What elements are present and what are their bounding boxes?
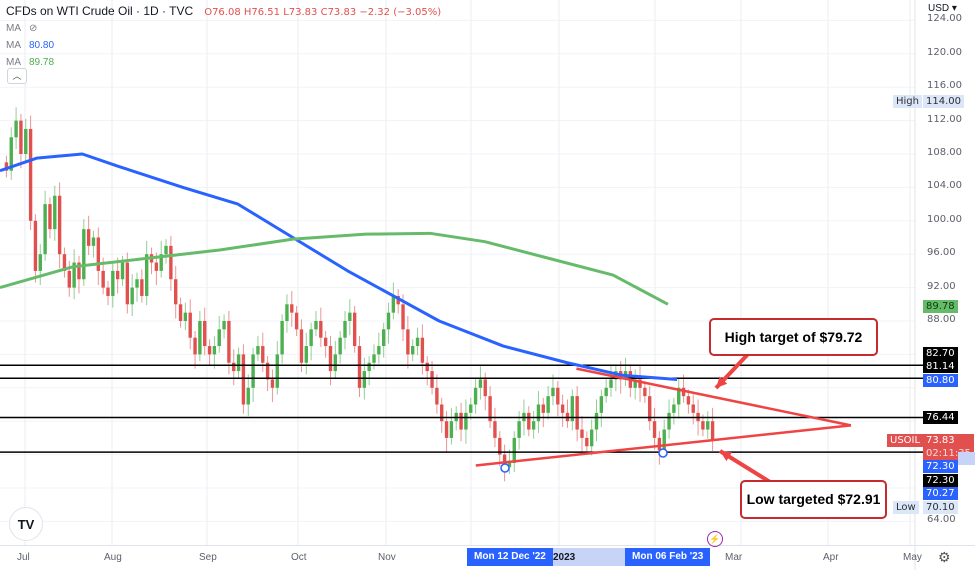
y-tick: 112.00 <box>927 113 962 125</box>
x-tick-jul: Jul <box>17 552 30 563</box>
collapse-legend-button[interactable]: ︿ <box>7 68 27 84</box>
level-tag-82-70: 82.70 <box>923 347 958 360</box>
y-tick: 100.00 <box>927 213 962 225</box>
y-tick: 96.00 <box>927 247 956 259</box>
symbol-tag: USOIL <box>887 434 924 447</box>
chart-legend: CFDs on WTI Crude Oil · 1D · TVC O76.08 … <box>6 4 441 69</box>
time-axis-border <box>0 545 975 546</box>
x-tick-apr: Apr <box>823 552 839 563</box>
tradingview-logo[interactable]: TV <box>9 507 43 541</box>
x-selected-date-2: Mon 06 Feb '23 <box>625 548 711 566</box>
x-tick-2023: 2023 <box>553 552 576 563</box>
y-tick: 120.00 <box>927 46 962 58</box>
y-tick: 88.00 <box>927 314 956 325</box>
y-tick: 64.00 <box>927 514 956 526</box>
currency-selector[interactable]: USD ▾ <box>928 3 957 14</box>
y-tick: 104.00 <box>927 180 962 192</box>
chevron-up-icon: ︿ <box>12 71 22 81</box>
level-tag-76-44: 76.44 <box>923 411 958 424</box>
gear-icon[interactable]: ⚙ <box>938 549 951 565</box>
x-tick-mar: Mar <box>725 552 743 563</box>
x-tick-oct: Oct <box>291 552 307 563</box>
level-tag-81-14: 81.14 <box>923 360 958 373</box>
bar-countdown: 02:11:35 <box>926 448 971 459</box>
high-label: High <box>893 95 922 108</box>
ma-row-slow[interactable]: MA 89.78 <box>6 57 55 68</box>
ma-row-fast[interactable]: MA 80.80 <box>6 40 55 51</box>
eye-off-icon[interactable]: ⊘ <box>29 23 38 34</box>
selected-low-tag: 72.30 <box>923 460 958 473</box>
range-highlight <box>958 452 975 465</box>
y-tick: 124.00 <box>927 13 962 25</box>
symbol-title[interactable]: CFDs on WTI Crude Oil · 1D · TVC <box>6 4 194 18</box>
ma-slow-value: 89.78 <box>29 57 55 68</box>
x-tick-nov: Nov <box>378 552 396 563</box>
x-tick-aug: Aug <box>104 552 122 563</box>
selected-low-tag-2: 70.27 <box>923 487 958 500</box>
y-tick: 116.00 <box>927 80 962 92</box>
ma-fast-tag: 80.80 <box>923 374 958 387</box>
ma-row-hidden[interactable]: MA ⊘ <box>6 23 38 34</box>
ohlc-values: O76.08 H76.51 L73.83 C73.83 −2.32 (−3.05… <box>204 7 442 18</box>
ma-fast-value: 80.80 <box>29 40 55 51</box>
x-selected-date-1: Mon 12 Dec '22 <box>467 548 553 566</box>
high-value-tag: 114.00 <box>923 95 964 108</box>
low-label: Low <box>893 501 919 514</box>
low-value-tag: 70.10 <box>923 501 958 514</box>
x-tick-sep: Sep <box>199 552 217 563</box>
low-target-callout[interactable]: Low targeted $72.91 <box>740 480 887 519</box>
y-tick: 108.00 <box>927 147 962 158</box>
x-tick-may: May <box>903 552 922 563</box>
high-target-callout[interactable]: High target of $79.72 <box>709 318 878 356</box>
y-tick: 92.00 <box>927 280 956 292</box>
ma-slow-tag: 89.78 <box>923 300 958 313</box>
level-tag-72-30: 72.30 <box>923 474 958 487</box>
lightning-event-icon[interactable]: ⚡ <box>707 531 723 547</box>
